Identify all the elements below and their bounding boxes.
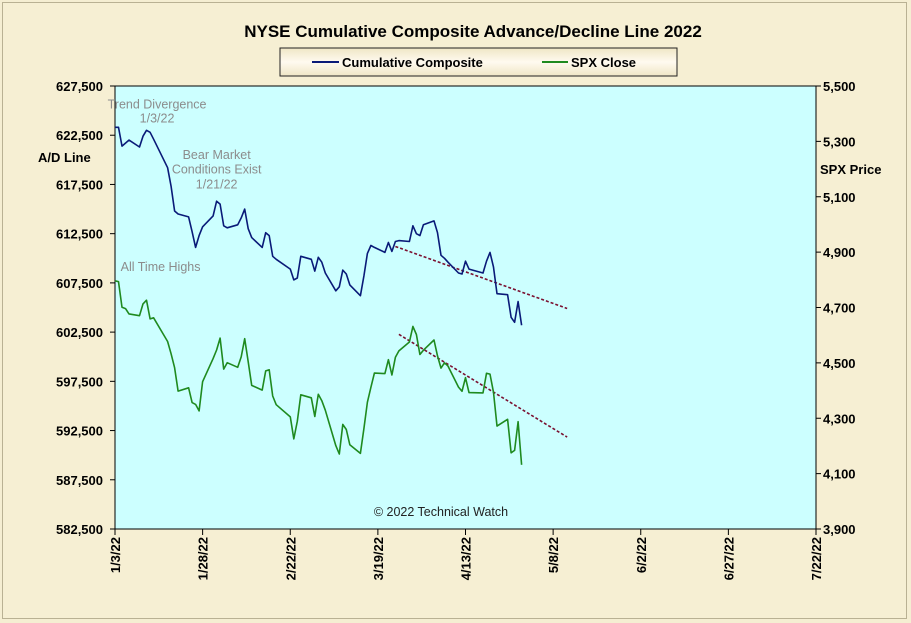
annotation-text: 1/3/22 [140,111,175,125]
legend: Cumulative Composite SPX Close [279,47,678,77]
series-line-cumulative-composite [115,126,523,326]
trendline [395,245,568,310]
x-tick-label: 6/27/22 [721,537,736,580]
y-right-tick-label: 3,900 [823,522,856,537]
x-tick-label: 7/22/22 [809,537,824,580]
chart-title: NYSE Cumulative Composite Advance/Declin… [244,22,702,41]
x-tick-label: 2/22/22 [283,537,298,580]
x-tick-label: 1/28/22 [196,537,211,580]
x-ticks: 1/3/22 1/28/22 2/22/22 3/19/22 4/13/22 5/8/22… [108,529,824,580]
y-right-tick-label: 5,100 [823,190,856,205]
series-line-spx-close [114,280,523,465]
trendlines [395,245,568,438]
y-right-tick-label: 5,300 [823,134,856,149]
plot-area [114,85,817,530]
y-right-tick-label: 4,700 [823,301,856,316]
x-tick-label: 5/8/22 [546,537,561,573]
annotation-text: Conditions Exist [172,163,262,177]
annotation-text: All Time Highs [121,260,201,274]
annotation-text: Bear Market [183,148,252,162]
y-left-tick-label: 602,500 [56,325,103,340]
legend-label-spx: SPX Close [571,55,636,70]
y-right-axis-label: SPX Price [820,162,881,177]
y-left-tick-label: 587,500 [56,473,103,488]
x-tick-label: 1/3/22 [108,537,123,573]
y-right-tick-label: 4,900 [823,245,856,260]
annotation-text: Trend Divergence [108,98,207,112]
y-right-tick-label: 4,300 [823,411,856,426]
y-right-ticks: 5,500 5,300 5,100 4,900 4,700 4,500 4,300 4,100… [816,79,856,537]
y-left-tick-label: 612,500 [56,227,103,242]
x-tick-label: 4/13/22 [459,537,474,580]
trendline [398,333,568,438]
series-lines [114,126,523,465]
y-right-tick-label: 4,100 [823,467,856,482]
x-tick-label: 3/19/22 [371,537,386,580]
legend-box [279,47,678,77]
chart-svg: NYSE Cumulative Composite Advance/Declin… [38,22,881,580]
y-left-tick-label: 627,500 [56,79,103,94]
y-left-tick-label: 607,500 [56,276,103,291]
y-left-ticks: 627,500 622,500 617,500 612,500 607,500 602,5… [56,79,115,537]
y-right-tick-label: 4,500 [823,356,856,371]
annotation-text: 1/21/22 [196,177,238,191]
y-left-axis-label: A/D Line [38,150,91,165]
y-left-tick-label: 622,500 [56,128,103,143]
copyright-text: © 2022 Technical Watch [374,505,508,519]
y-left-tick-label: 617,500 [56,177,103,192]
y-right-tick-label: 5,500 [823,79,856,94]
legend-label-composite: Cumulative Composite [342,55,483,70]
y-left-tick-label: 597,500 [56,374,103,389]
y-left-tick-label: 592,500 [56,424,103,439]
y-left-tick-label: 582,500 [56,522,103,537]
x-tick-label: 6/2/22 [634,537,649,573]
